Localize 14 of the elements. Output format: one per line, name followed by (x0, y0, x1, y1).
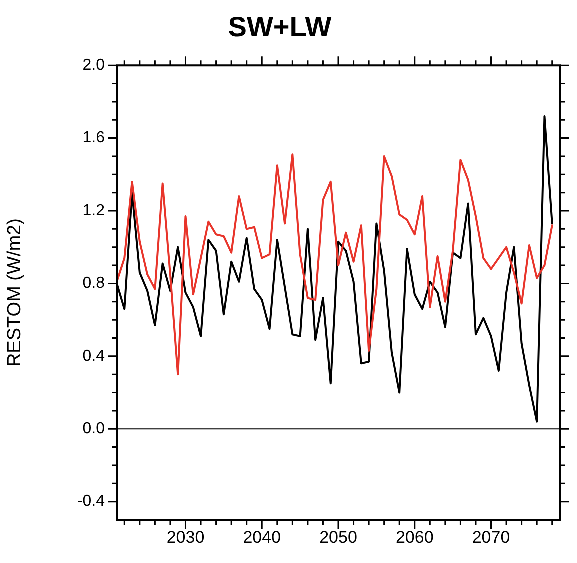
y-axis-title: RESTOM (W/m2) (4, 218, 26, 368)
y-tick-label: 1.6 (82, 130, 106, 147)
x-tick-label: 2070 (472, 528, 510, 547)
chart-title: SW+LW (228, 12, 332, 43)
y-tick-label: 0.0 (82, 420, 106, 438)
y-tick-label: -0.4 (77, 493, 106, 510)
y-tick-label: 0.8 (82, 275, 106, 292)
y-tick-label: 2.0 (82, 57, 106, 74)
x-tick-label: 2060 (396, 528, 434, 547)
y-tick-label: 1.2 (82, 202, 106, 220)
y-tick-label: 0.4 (82, 348, 106, 365)
x-tick-label: 2030 (166, 528, 205, 547)
x-tick-label: 2040 (243, 528, 282, 547)
x-tick-label: 2050 (320, 528, 358, 547)
